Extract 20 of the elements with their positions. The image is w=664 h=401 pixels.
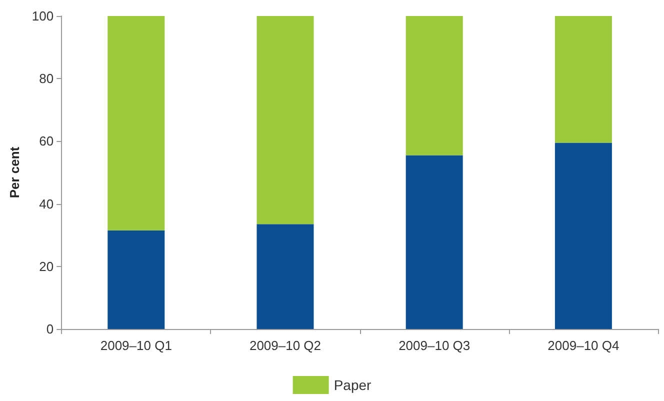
y-tick-label: 40 [39,196,54,212]
bar [256,16,314,224]
x-tick-label: 2009–10 Q2 [249,338,322,353]
x-tick-label: 2009–10 Q1 [100,338,172,353]
y-axis-title: Per cent [7,146,22,198]
x-tick-label: 2009–10 Q3 [398,338,470,353]
bar [256,224,314,329]
y-tick-label: 20 [39,258,54,274]
bar [406,16,463,156]
bar [108,16,165,230]
y-tick-label: 60 [39,134,54,149]
y-tick-label: 100 [32,8,54,24]
y-tick-label: 0 [46,322,54,336]
bar [108,230,165,329]
y-tick-label: 80 [39,71,54,86]
x-tick-label: 2009–10 Q4 [548,338,620,353]
bar [554,142,612,329]
legend-label: Paper [334,377,372,393]
bar [554,16,612,143]
bar [406,155,463,329]
